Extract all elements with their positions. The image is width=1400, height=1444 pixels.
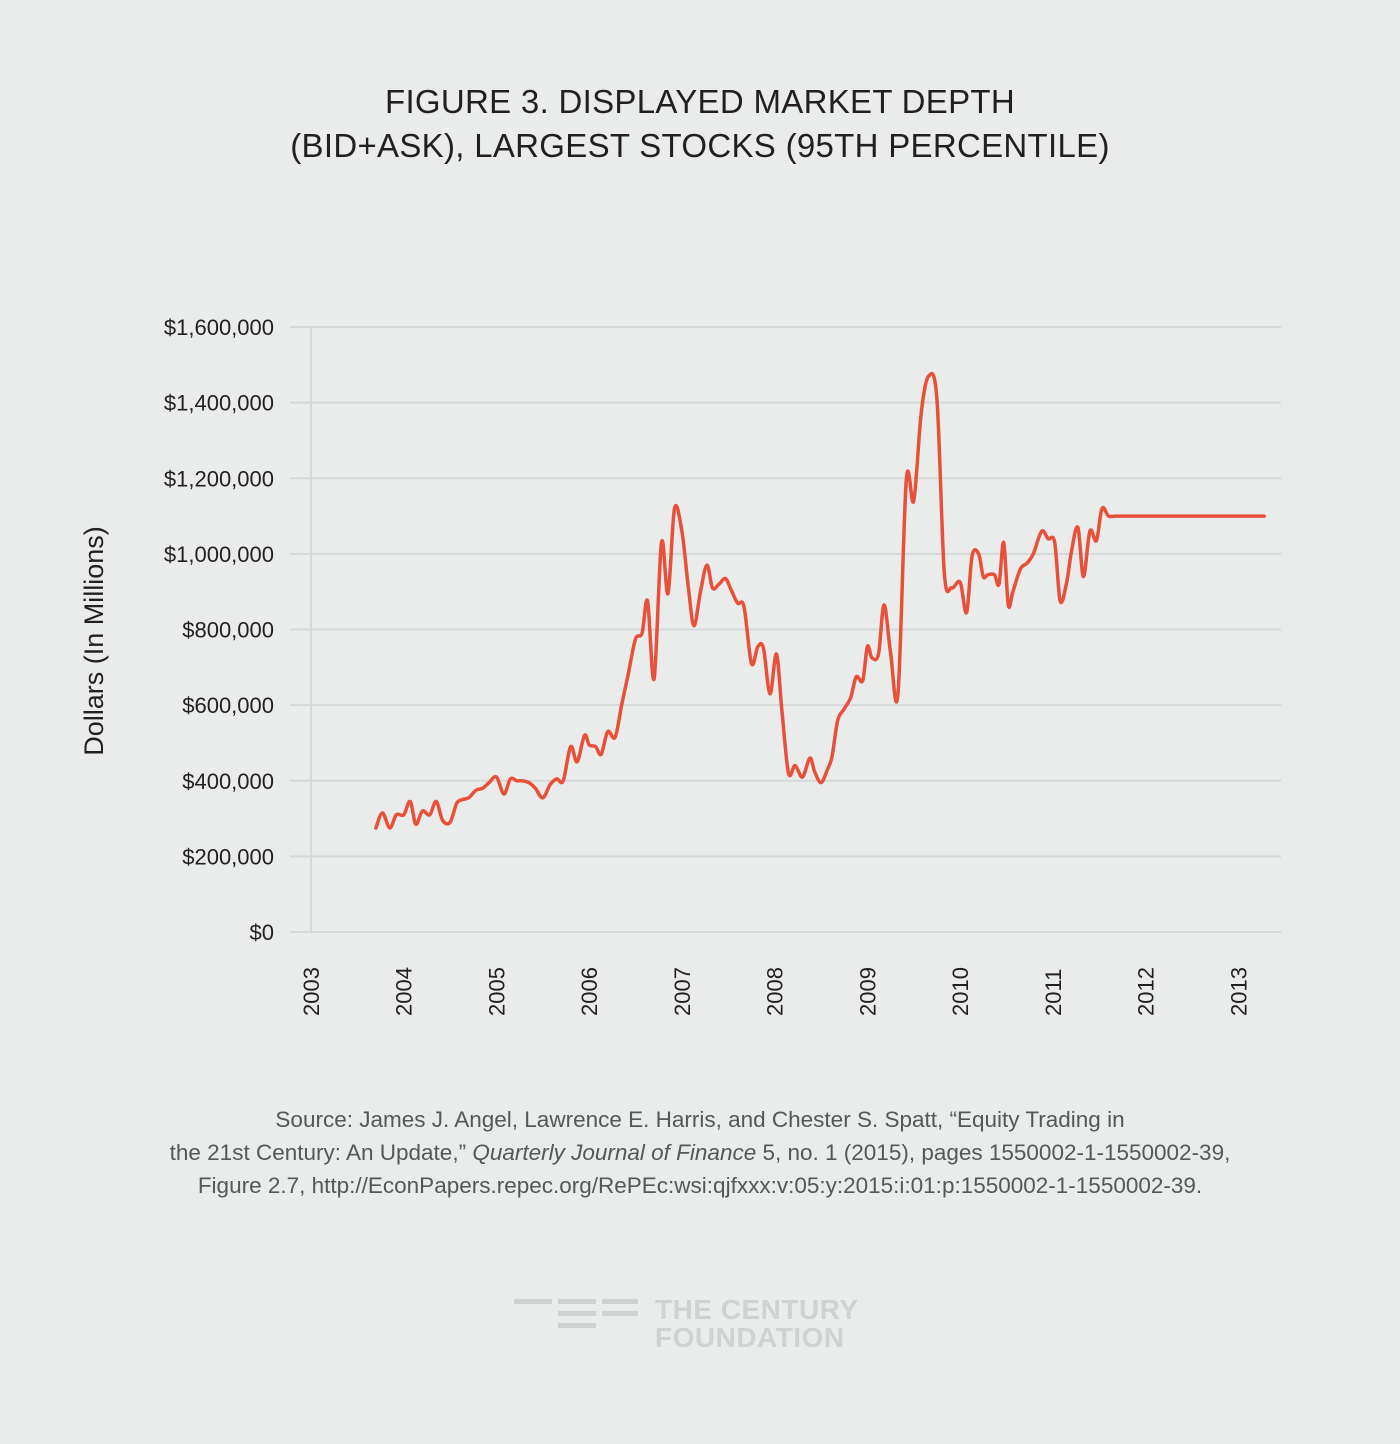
x-tick-label: 2009 [855,967,880,1016]
y-tick-label: $1,200,000 [164,466,274,491]
y-tick-label: $1,600,000 [164,315,274,340]
source-line-2-start: the 21st Century: An Update,” [169,1140,473,1165]
chart-title: FIGURE 3. DISPLAYED MARKET DEPTH (BID+AS… [0,80,1400,168]
y-axis-label: Dollars (In Millions) [79,526,109,756]
chart-grid [290,326,1281,933]
x-tick-label: 2013 [1226,967,1251,1016]
x-tick-label: 2008 [763,967,788,1016]
series-layer [374,371,1266,830]
x-tick-label: 2012 [1134,967,1159,1016]
logo-wordmark: THE CENTURY FOUNDATION [655,1296,859,1352]
x-axis-ticks: 2003 2004 2005 2006 2007 2008 2009 2010 2011 2012… [299,967,1251,1016]
y-axis-ticks: $0 $200,000 $400,000 $600,000 $800,000 $1,000… [164,315,274,945]
y-tick-label: $600,000 [182,693,274,718]
y-tick-label: $0 [250,920,274,945]
x-tick-label: 2004 [392,967,417,1016]
y-tick-label: $1,400,000 [164,391,274,416]
source-journal-name: Quarterly Journal of Finance [472,1140,757,1165]
y-tick-label: $400,000 [182,769,274,794]
chart-title-line-1: FIGURE 3. DISPLAYED MARKET DEPTH [384,83,1015,120]
source-note: Source: James J. Angel, Lawrence E. Harr… [0,1103,1400,1202]
chart-title-line-2: (BID+ASK), LARGEST STOCKS (95TH PERCENTI… [290,127,1110,164]
century-foundation-logo: THE CENTURY FOUNDATION [514,1296,874,1356]
logo-mark-icon [514,1299,638,1328]
x-tick-label: 2007 [670,967,695,1016]
source-line-3: Figure 2.7, http://EconPapers.repec.org/… [197,1173,1203,1198]
y-tick-label: $800,000 [182,618,274,643]
x-tick-label: 2006 [577,967,602,1016]
logo-line-1: THE CENTURY [655,1294,859,1325]
y-tick-label: $200,000 [182,844,274,869]
x-tick-label: 2005 [484,967,509,1016]
x-tick-label: 2003 [299,967,324,1016]
y-tick-label: $1,000,000 [164,542,274,567]
logo-line-2: FOUNDATION [655,1322,845,1353]
x-tick-label: 2011 [1041,969,1066,1016]
source-line-2: the 21st Century: An Update,” Quarterly … [0,1136,1400,1169]
source-line-1: Source: James J. Angel, Lawrence E. Harr… [275,1107,1125,1132]
source-line-2-end: 5, no. 1 (2015), pages 1550002-1-1550002… [756,1140,1231,1165]
x-tick-label: 2010 [948,967,973,1016]
series-line [374,371,1266,830]
